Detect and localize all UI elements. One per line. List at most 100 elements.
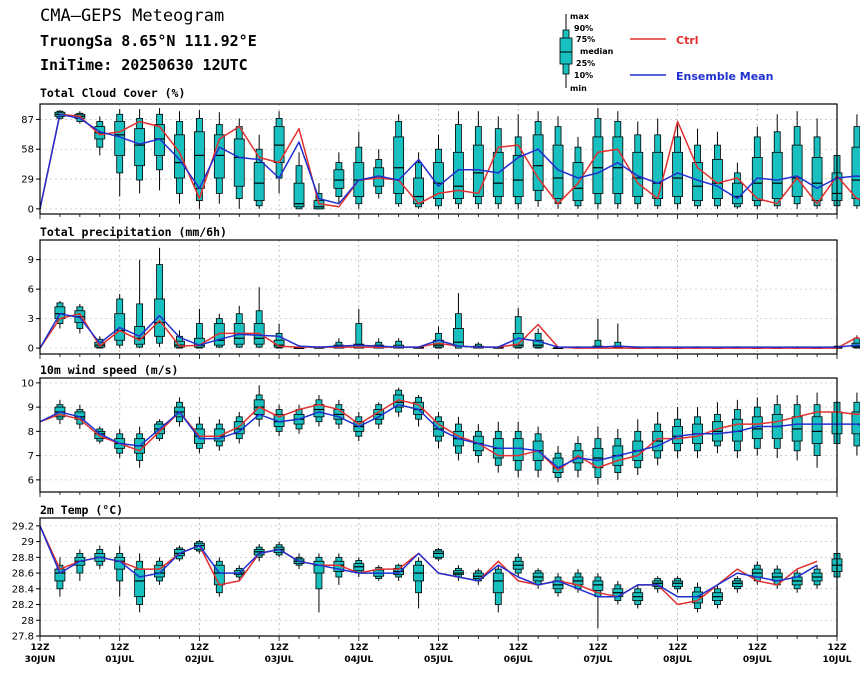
ensemble-box (154, 419, 165, 442)
x-day-label: 09JUL (743, 655, 772, 665)
box-25-75 (453, 151, 464, 199)
y-tick-label: 9 (28, 403, 34, 414)
box-25-75 (174, 134, 185, 179)
ensemble-box (453, 565, 464, 581)
ensemble-box (692, 128, 703, 209)
box-25-75 (213, 428, 225, 442)
ensemble-box (692, 407, 703, 459)
y-tick-label: 29 (21, 175, 34, 186)
panel-2: 10m wind speed (m/s) 6 7 8 9 10 (21, 363, 860, 497)
ensemble-box (134, 109, 146, 194)
ensemble-box (114, 294, 126, 349)
ensemble-box (413, 394, 424, 427)
x-day-label: 30JUN (25, 655, 56, 665)
y-tick-label: 10 (21, 378, 34, 389)
ensemble-box (532, 111, 544, 207)
y-tick-label: 27.8 (12, 632, 34, 643)
ensemble-box (114, 545, 126, 597)
box-25-75 (672, 426, 683, 444)
y-tick-label: 6 (28, 475, 34, 486)
ensemble-box (552, 573, 564, 597)
ensemble-box (492, 565, 504, 613)
ensemble-box (393, 114, 405, 207)
x-hour-label: 12Z (190, 643, 210, 653)
box-25-75 (572, 450, 584, 464)
ctrl-line (39, 113, 860, 210)
ensemble-box (512, 114, 524, 209)
ensemble-box (572, 436, 584, 478)
box-25-75 (492, 151, 504, 197)
x-hour-label: 12Z (429, 643, 449, 653)
y-tick-label: 0 (28, 204, 34, 215)
ensemble-box (712, 131, 723, 209)
ensemble-mean-line (39, 525, 818, 598)
ensemble-box (811, 565, 823, 589)
ensemble-box (433, 326, 444, 349)
box-25-75 (652, 151, 664, 199)
ensemble-box (751, 126, 763, 209)
x-day-label: 08JUL (663, 655, 692, 665)
ensemble-box (552, 116, 564, 209)
y-tick-label: 28.2 (12, 600, 34, 611)
legend-ctrl-label: Ctrl (676, 34, 699, 47)
ensemble-box (472, 111, 484, 209)
ensemble-box (731, 162, 743, 209)
ensemble-box (592, 318, 604, 349)
ensemble-mean-line (39, 403, 860, 469)
box-25-75 (851, 146, 860, 199)
box-25-75 (572, 162, 584, 202)
box-25-75 (492, 572, 504, 594)
ensemble-box (771, 114, 783, 209)
box-10-90 (195, 323, 203, 349)
box-25-75 (532, 134, 544, 191)
ensemble-box (114, 109, 126, 197)
y-tick-label: 87 (21, 115, 34, 126)
box-25-75 (731, 182, 743, 205)
box-25-75 (512, 155, 524, 197)
ensemble-box (233, 305, 245, 349)
ensemble-box (353, 308, 365, 349)
legend-p75-label: 75% (576, 35, 595, 44)
panel-title: Total Cloud Cover (%) (40, 86, 185, 100)
box-25-75 (393, 136, 405, 194)
box-10-90 (514, 316, 522, 349)
box-25-75 (453, 328, 464, 347)
init-time: IniTime: 20250630 12UTC (40, 56, 248, 74)
panel-3: 2m Temp (°C) 27.8 28 28.2 28.4 28.6 28.8 29 29.2 (12, 503, 843, 643)
y-tick-label: 28.6 (12, 569, 34, 580)
ensemble-box (313, 394, 325, 427)
x-hour-label: 12Z (349, 643, 369, 653)
ensemble-box (492, 116, 504, 209)
box-25-75 (94, 430, 106, 440)
panel-title: 10m wind speed (m/s) (40, 363, 178, 377)
ensemble-box (453, 293, 464, 349)
box-25-75 (333, 169, 345, 189)
y-tick-label: 28.8 (12, 553, 34, 564)
ensemble-box (612, 111, 624, 209)
x-day-label: 02JUL (185, 655, 214, 665)
ensemble-box (373, 402, 385, 429)
legend-min-label: min (570, 84, 587, 93)
ensemble-box (592, 426, 604, 485)
legend-box-inner (559, 37, 573, 65)
ensemble-box (433, 134, 444, 209)
ensemble-box (453, 111, 464, 209)
ensemble-box (791, 569, 803, 593)
ensemble-box (632, 584, 644, 609)
box-25-75 (592, 580, 604, 591)
ensemble-box (532, 568, 544, 589)
station-location: TruongSa 8.65°N 111.92°E (40, 32, 257, 50)
ensemble-box (632, 419, 644, 476)
ensemble-box (193, 308, 205, 349)
box-25-75 (213, 323, 225, 346)
ensemble-box (154, 108, 165, 191)
box-25-75 (532, 339, 544, 348)
ensemble-box (213, 112, 225, 204)
ensemble-box (413, 557, 424, 609)
y-tick-label: 58 (21, 145, 34, 156)
box-25-75 (233, 138, 245, 187)
y-tick-label: 29.2 (12, 521, 34, 532)
ensemble-box (253, 385, 265, 427)
y-tick-label: 3 (28, 314, 34, 325)
box-25-75 (313, 404, 325, 418)
